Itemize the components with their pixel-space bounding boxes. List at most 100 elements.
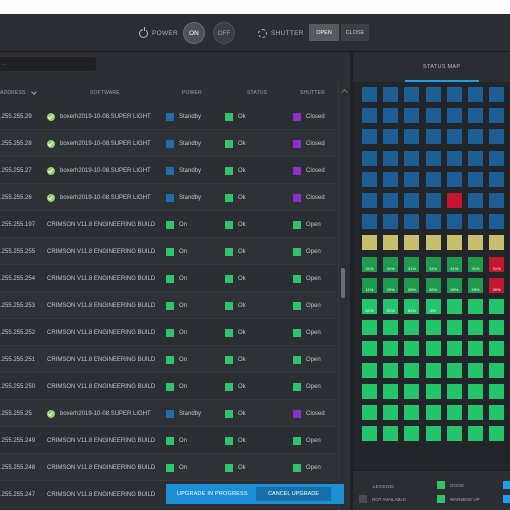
status-map-tile[interactable] [404,235,420,251]
status-map-tile[interactable] [446,214,462,230]
status-map-tile[interactable] [446,150,462,166]
table-row[interactable]: .255.255.252 CRIMSON V11.8 ENGINEERING BU… [0,319,336,346]
status-map-tile[interactable] [446,171,462,187]
status-map-tile[interactable] [489,108,505,124]
status-map-tile[interactable] [362,235,377,251]
status-map-tile[interactable] [362,320,377,336]
status-map-tile[interactable] [362,108,377,124]
status-map-tile[interactable] [489,299,505,314]
status-map-tile[interactable]: 26% [383,277,399,293]
table-row[interactable]: .255.255.251 CRIMSON V11.8 ENGINEERING BU… [0,346,336,373]
table-row[interactable]: .255.255.25 boxerh2019-10-08.SUPER LIGHT S… [0,400,336,427]
status-map-tile[interactable] [468,108,483,124]
status-map-tile[interactable] [425,214,441,230]
status-map-tile[interactable]: 51% [383,299,399,314]
status-map-tile[interactable] [362,150,377,166]
column-header-power[interactable]: POWER [182,90,202,96]
status-map-tile[interactable] [489,235,505,251]
table-row[interactable]: .255.255.250 CRIMSON V11.8 ENGINEERING BU… [0,373,336,400]
status-map-tile[interactable] [468,362,483,378]
status-map-tile[interactable] [468,405,483,420]
status-map-tile[interactable] [446,235,462,251]
status-map-tile[interactable] [468,214,483,230]
status-map-tile[interactable] [446,405,462,420]
status-map-tile[interactable]: 31% [383,256,399,272]
status-map-tile[interactable] [468,320,483,336]
status-map-tile[interactable] [425,341,441,357]
status-map-tile[interactable] [446,341,462,357]
status-map-tile[interactable] [489,193,505,208]
status-map-tile[interactable] [362,193,377,208]
status-map-tile[interactable] [446,320,462,336]
status-map-tile[interactable] [468,383,483,399]
table-row[interactable]: .255.255.197 CRIMSON V11.8 ENGINEERING BU… [0,211,336,238]
table-row[interactable]: .255.255.253 CRIMSON V11.8 ENGINEERING BU… [0,292,336,319]
status-map-tile[interactable] [404,171,420,187]
status-map-tile[interactable] [404,193,420,208]
table-row[interactable]: .255.255.26 boxerh2019-10-08.SUPER LIGHT S… [0,184,336,211]
status-map-tile[interactable] [489,320,505,336]
status-map-tile[interactable] [425,235,441,251]
table-row[interactable]: .255.255.27 boxerh2019-10-08.SUPER LIGHT S… [0,157,336,184]
status-map-tile[interactable] [425,405,441,420]
status-map-tile[interactable] [425,193,441,208]
status-map-tile[interactable] [383,214,399,230]
status-map-tile[interactable] [468,171,483,187]
status-map-tile[interactable] [468,150,483,166]
table-row[interactable]: .255.255.248 CRIMSON V11.8 ENGINEERING BU… [0,454,336,481]
status-map-tile[interactable]: 31% [404,256,420,272]
status-map-tile[interactable] [404,320,420,336]
status-map-tile[interactable] [446,193,462,208]
status-map-tile[interactable] [468,341,483,357]
status-map-tile[interactable] [489,87,505,102]
status-map-tile[interactable] [362,405,377,420]
status-map-tile[interactable] [446,108,462,124]
status-map-tile[interactable] [425,129,441,145]
status-map-tile[interactable] [425,150,441,166]
status-map-tile[interactable] [383,150,399,166]
status-map-tile[interactable] [362,341,377,357]
status-map-tile[interactable] [383,426,399,442]
status-map-tile[interactable] [446,87,462,102]
status-map-tile[interactable]: 26% [468,277,483,293]
status-map-tile[interactable] [425,383,441,399]
status-map-title[interactable]: STATUS MAP [353,52,510,82]
column-header-shutter[interactable]: SHUTTER [300,90,326,96]
status-map-tile[interactable]: 31% [489,256,505,272]
status-map-tile[interactable]: 31% [362,256,377,272]
status-map-tile[interactable]: 31% [425,256,441,272]
status-map-tile[interactable] [489,426,505,442]
status-map-tile[interactable] [383,129,399,145]
status-map-tile[interactable] [383,362,399,378]
status-map-tile[interactable] [446,129,462,145]
shutter-close-button[interactable]: CLOSE [341,24,369,41]
status-map-tile[interactable] [362,426,377,442]
status-map-tile[interactable] [404,426,420,442]
status-map-tile[interactable] [404,87,420,102]
status-map-tile[interactable]: 26% [404,277,420,293]
status-map-tile[interactable] [383,383,399,399]
status-map-tile[interactable] [489,362,505,378]
status-map-tile[interactable] [446,383,462,399]
status-map-tile[interactable] [383,320,399,336]
status-map-tile[interactable] [383,193,399,208]
status-map-tile[interactable] [404,362,420,378]
status-map-tile[interactable] [489,171,505,187]
status-map-tile[interactable] [404,341,420,357]
scroll-thumb[interactable] [341,268,345,298]
status-map-tile[interactable] [362,383,377,399]
status-map-tile[interactable] [489,150,505,166]
status-map-tile[interactable]: 31% [446,256,462,272]
status-map-tile[interactable] [489,214,505,230]
status-map-tile[interactable] [468,193,483,208]
status-map-tile[interactable] [489,129,505,145]
status-map-tile[interactable] [362,171,377,187]
status-map-tile[interactable] [383,405,399,420]
status-map-tile[interactable] [404,405,420,420]
status-map-tile[interactable] [404,129,420,145]
power-on-button[interactable]: ON [183,22,205,44]
status-map-tile[interactable] [362,214,377,230]
status-map-tile[interactable] [446,426,462,442]
status-map-tile[interactable] [489,341,505,357]
status-map-tile[interactable] [383,87,399,102]
